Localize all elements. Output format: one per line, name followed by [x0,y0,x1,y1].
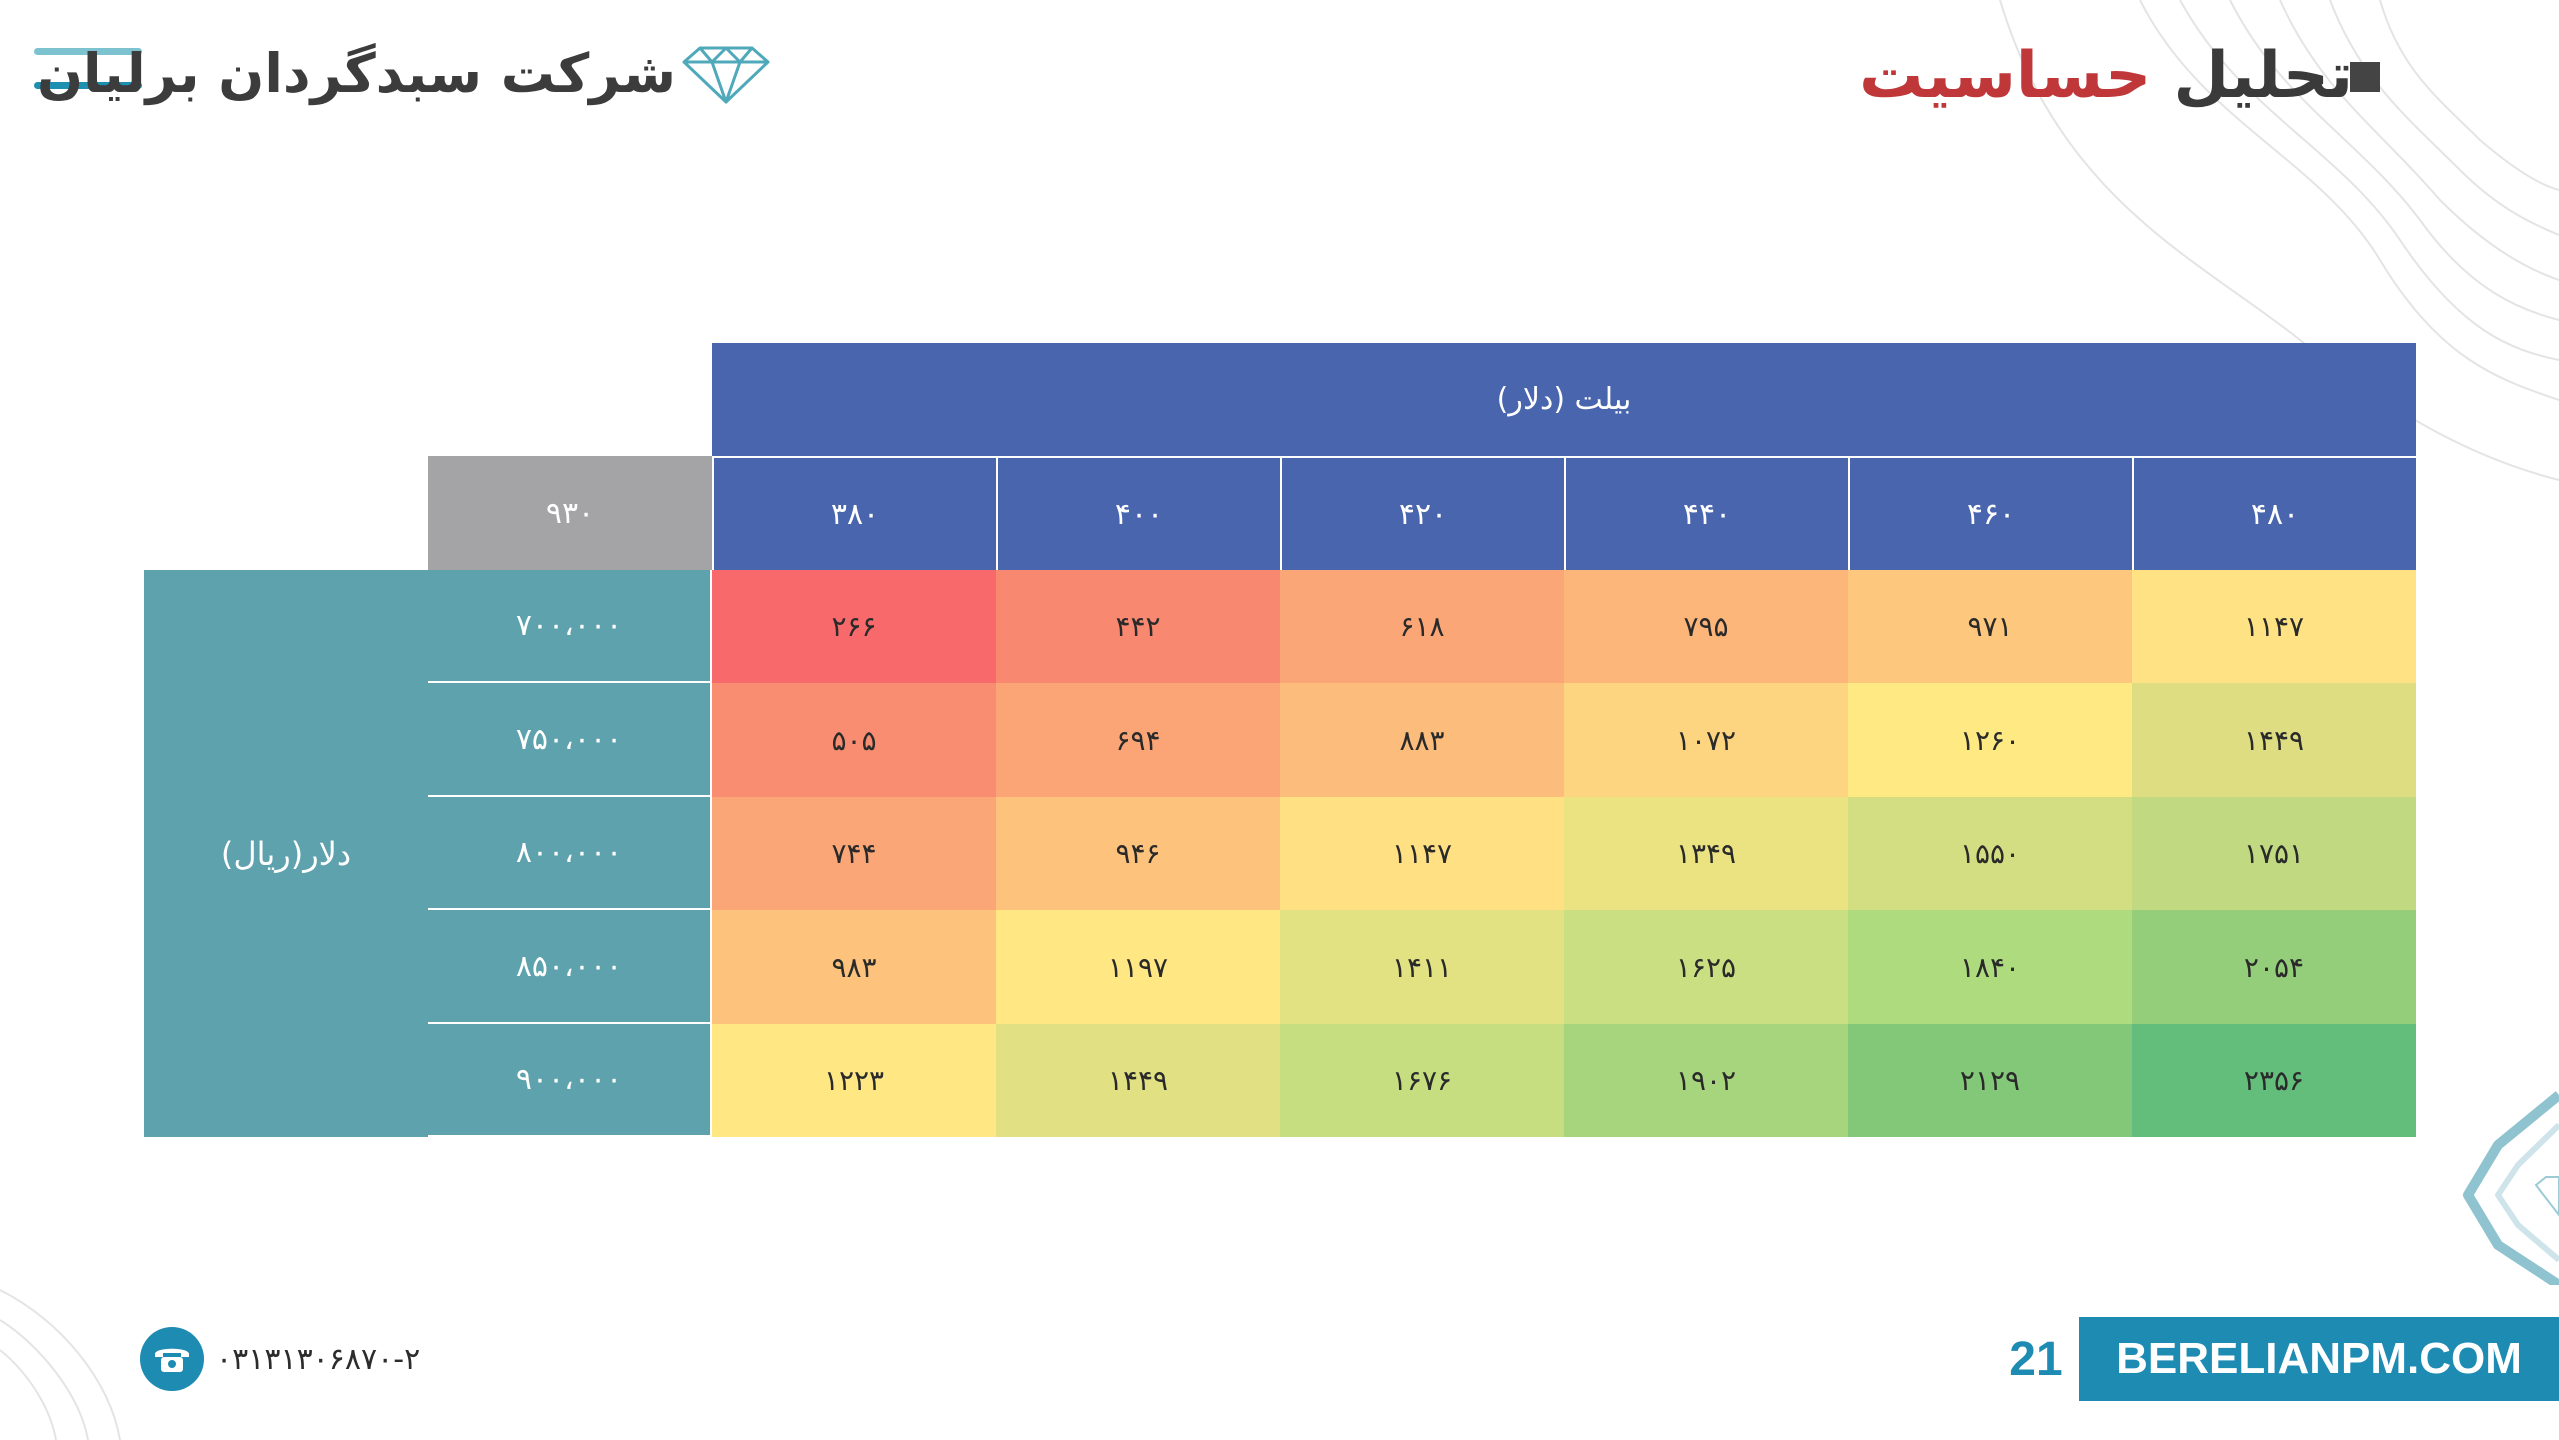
table-cell: ۱۸۴۰ [1848,910,2132,1024]
table-cell: ۲۰۵۴ [2132,910,2416,1024]
table-cell: ۱۶۷۶ [1280,1024,1564,1137]
company-name: شرکت سبدگردان برلیان [36,42,676,105]
table-cell: ۱۴۴۹ [2132,683,2416,797]
table-cell: ۶۹۴ [996,683,1280,797]
table-side-label: دلار(ریال) [144,570,428,1137]
row-label: ۷۰۰،۰۰۰ [428,570,712,683]
column-header: ۴۲۰ [1280,456,1564,570]
table-top-header: بیلت (دلار) [712,343,2416,456]
column-header: ۴۰۰ [996,456,1280,570]
table-cell: ۹۸۳ [712,910,996,1024]
table-cell: ۱۳۴۹ [1564,797,1848,910]
title-bullet-icon [2350,62,2380,92]
table-cell: ۴۴۲ [996,570,1280,683]
table-cell: ۵۰۵ [712,683,996,797]
table-cell: ۱۹۰۲ [1564,1024,1848,1137]
phone-number: ۰۳۱۳۱۳۰۶۸۷۰-۲ [216,1342,421,1377]
table-cell: ۱۴۴۹ [996,1024,1280,1137]
table-cell: ۱۲۶۰ [1848,683,2132,797]
row-label: ۹۰۰،۰۰۰ [428,1024,712,1137]
table-cell: ۱۱۴۷ [1280,797,1564,910]
column-header: ۴۴۰ [1564,456,1848,570]
column-header: ۴۶۰ [1848,456,2132,570]
table-cell: ۱۴۱۱ [1280,910,1564,1024]
title-part1: تحلیل [2173,39,2353,113]
column-header: ۳۸۰ [712,456,996,570]
row-label: ۷۵۰،۰۰۰ [428,683,712,797]
row-label: ۸۵۰،۰۰۰ [428,910,712,1024]
table-cell: ۱۷۵۱ [2132,797,2416,910]
website-link[interactable]: BERELIANPM.COM [2079,1317,2559,1401]
corner-diamond-logo-icon [2463,1091,2559,1285]
table-corner-value: ۹۳۰ [428,456,712,570]
page-number: 21 [2009,1332,2063,1386]
table-cell: ۷۴۴ [712,797,996,910]
table-cell: ۲۳۵۶ [2132,1024,2416,1137]
table-cell: ۸۸۳ [1280,683,1564,797]
table-cell: ۷۹۵ [1564,570,1848,683]
table-cell: ۲۱۲۹ [1848,1024,2132,1137]
table-cell: ۱۱۹۷ [996,910,1280,1024]
column-header: ۴۸۰ [2132,456,2416,570]
table-cell: ۱۰۷۲ [1564,683,1848,797]
table-cell: ۲۶۶ [712,570,996,683]
diamond-logo-icon [682,46,770,104]
table-cell: ۱۲۲۳ [712,1024,996,1137]
table-cell: ۹۴۶ [996,797,1280,910]
table-cell: ۱۵۵۰ [1848,797,2132,910]
page-title: تحلیل حساسیت [1859,26,2353,126]
table-cell: ۱۶۲۵ [1564,910,1848,1024]
table-cell: ۱۱۴۷ [2132,570,2416,683]
row-label: ۸۰۰،۰۰۰ [428,797,712,910]
hamburger-menu-icon[interactable] [34,46,144,94]
table-cell: ۹۷۱ [1848,570,2132,683]
title-part2: حساسیت [1859,39,2152,113]
phone-icon[interactable] [140,1327,204,1391]
table-cell: ۶۱۸ [1280,570,1564,683]
